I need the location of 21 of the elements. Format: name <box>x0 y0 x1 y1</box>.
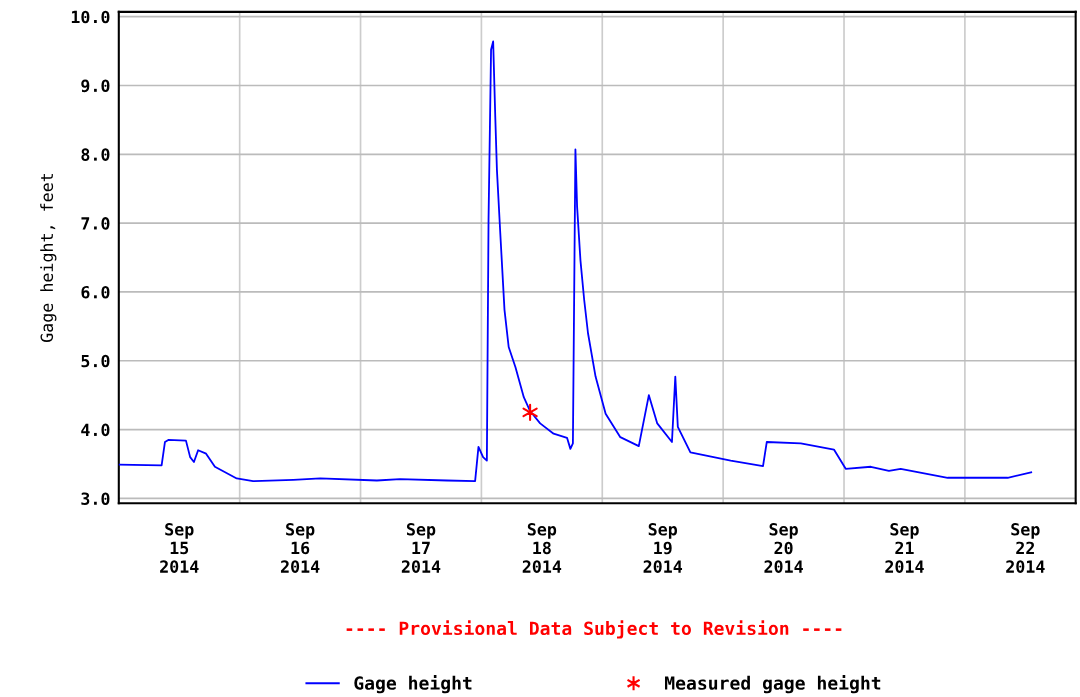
y-tick-label: 4.0 <box>81 423 110 437</box>
text: ---- Provisional Data Subject to Revision ---- <box>346 620 842 639</box>
line-series <box>118 40 1033 483</box>
x-tick-label: Sep 21 2014 <box>885 522 924 573</box>
x-tick-label: Sep 22 2014 <box>1006 522 1045 573</box>
y-tick-label: 9.0 <box>81 79 110 93</box>
y-tick-label: 10.0 <box>71 10 110 24</box>
legend-label: Gage height <box>354 674 472 694</box>
y-tick-label: 8.0 <box>81 148 110 161</box>
y-tick-label: 6.0 <box>81 285 110 299</box>
y-tick-label: 3.0 <box>81 492 110 505</box>
y-tick-label: 5.0 <box>81 354 110 368</box>
y-tick-label: 7.0 <box>81 217 110 230</box>
x-tick-label: Sep 20 2014 <box>764 522 803 573</box>
x-tick-label: Sep 15 2014 <box>160 522 199 573</box>
legend-label: Measured gage height <box>665 674 881 694</box>
x-tick-label: Sep 16 2014 <box>280 522 320 573</box>
x-tick-label: Sep 19 2014 <box>643 522 683 573</box>
y-axis-title: Gage height, feet <box>40 173 57 342</box>
x-tick-label: Sep 18 2014 <box>522 522 562 573</box>
x-tick-label: Sep 17 2014 <box>401 522 441 573</box>
